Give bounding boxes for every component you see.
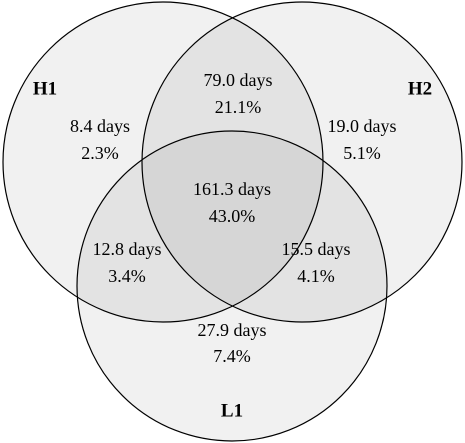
region-percent: 21.1% <box>215 97 262 117</box>
region-percent: 7.4% <box>213 346 251 366</box>
set-label: L1 <box>221 400 243 421</box>
region-days: 15.5 days <box>282 239 351 259</box>
set-label: H1 <box>33 78 57 99</box>
region-days: 27.9 days <box>198 320 267 340</box>
region-days: 19.0 days <box>328 116 397 136</box>
region-percent: 3.4% <box>108 266 146 286</box>
region-percent: 4.1% <box>297 266 335 286</box>
region-days: 12.8 days <box>93 239 162 259</box>
set-circle <box>76 130 388 442</box>
set-label: H2 <box>408 78 432 99</box>
set-circle <box>141 1 463 323</box>
region-percent: 5.1% <box>343 143 381 163</box>
region-percent: 43.0% <box>209 206 256 226</box>
region-percent: 2.3% <box>81 143 119 163</box>
region-days: 8.4 days <box>70 116 130 136</box>
region-days: 161.3 days <box>193 179 271 199</box>
region-days: 79.0 days <box>204 70 273 90</box>
